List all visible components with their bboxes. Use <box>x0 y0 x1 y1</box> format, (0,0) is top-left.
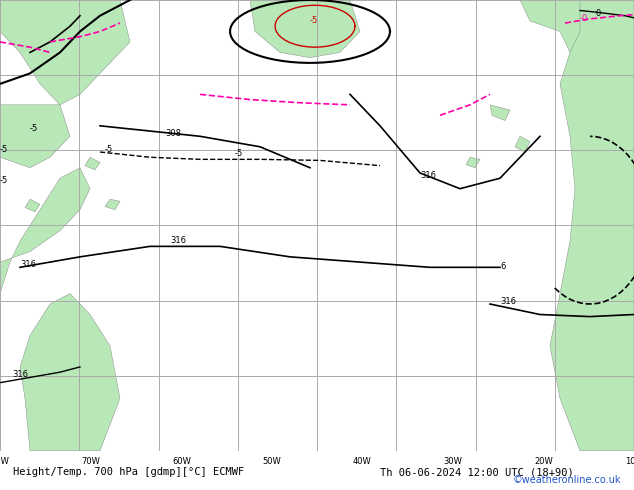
Text: 60W: 60W <box>172 457 191 465</box>
Text: 50W: 50W <box>262 457 281 465</box>
Text: 30W: 30W <box>443 457 462 465</box>
Text: 80W: 80W <box>0 457 10 465</box>
Text: 20W: 20W <box>534 457 553 465</box>
Text: -5: -5 <box>0 145 8 154</box>
Text: -0: -0 <box>580 14 588 23</box>
Polygon shape <box>520 0 634 74</box>
Polygon shape <box>40 220 55 233</box>
Polygon shape <box>490 105 510 121</box>
Polygon shape <box>25 199 40 212</box>
Text: -5: -5 <box>105 145 113 154</box>
Polygon shape <box>85 157 100 170</box>
Text: 316: 316 <box>170 236 186 245</box>
Text: -5: -5 <box>310 16 318 25</box>
Text: -5: -5 <box>235 149 243 158</box>
Text: 40W: 40W <box>353 457 372 465</box>
Polygon shape <box>0 168 90 451</box>
Text: 308: 308 <box>165 129 181 138</box>
Text: 316: 316 <box>500 297 516 306</box>
Text: ©weatheronline.co.uk: ©weatheronline.co.uk <box>513 475 621 485</box>
Text: -5: -5 <box>30 124 38 133</box>
Text: 0: 0 <box>595 9 600 18</box>
Polygon shape <box>0 105 70 168</box>
Polygon shape <box>250 0 360 58</box>
Polygon shape <box>515 136 530 152</box>
Text: 316: 316 <box>12 370 28 379</box>
Text: Th 06-06-2024 12:00 UTC (18+90): Th 06-06-2024 12:00 UTC (18+90) <box>380 467 574 477</box>
Polygon shape <box>466 157 480 168</box>
Text: 316: 316 <box>420 171 436 180</box>
Polygon shape <box>550 0 634 451</box>
Polygon shape <box>0 0 130 105</box>
Text: Height/Temp. 700 hPa [gdmp][°C] ECMWF: Height/Temp. 700 hPa [gdmp][°C] ECMWF <box>13 467 244 477</box>
Text: 316: 316 <box>20 260 36 270</box>
Polygon shape <box>20 294 120 451</box>
Text: -5: -5 <box>0 176 8 186</box>
Polygon shape <box>105 199 120 210</box>
Text: 70W: 70W <box>81 457 100 465</box>
Text: 10W: 10W <box>624 457 634 465</box>
Polygon shape <box>70 178 85 191</box>
Text: 6: 6 <box>500 263 505 271</box>
Polygon shape <box>55 199 70 212</box>
